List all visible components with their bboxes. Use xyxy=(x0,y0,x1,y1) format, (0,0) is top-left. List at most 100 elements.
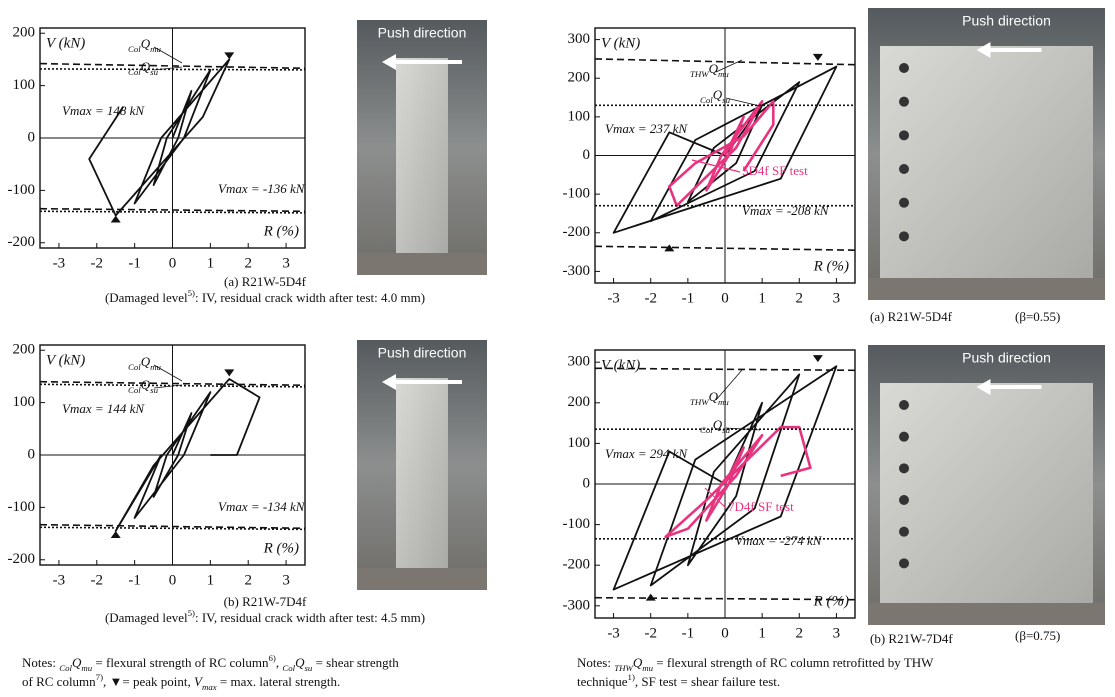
rich-text: Notes: THWQmu = flexural strength of RC … xyxy=(577,655,934,673)
x-tick-label: -1 xyxy=(128,255,141,271)
x-tick-label: -2 xyxy=(644,625,657,641)
floor xyxy=(868,278,1105,300)
text-segment: mu xyxy=(150,362,161,372)
text-segment: su xyxy=(722,425,730,435)
anchor-hole xyxy=(899,432,909,442)
x-tick-label: -1 xyxy=(682,625,695,641)
vmax-label: Vmax = 148 kN xyxy=(62,103,145,118)
y-axis-label: V (kN) xyxy=(46,35,85,51)
photo-label: Push direction xyxy=(378,345,467,361)
vmax-label: Vmax = 294 kN xyxy=(605,446,688,461)
rich-text: technique1), SF test = shear failure tes… xyxy=(577,672,780,689)
caption: (b) R21W-7D4f xyxy=(224,594,307,609)
text-segment: su xyxy=(150,385,158,395)
x-axis-label: R (%) xyxy=(813,258,849,274)
text-segment: Col xyxy=(59,663,72,673)
text-segment: su xyxy=(150,67,158,77)
x-tick-label: 2 xyxy=(796,290,804,306)
text-segment: , SF test = shear failure test. xyxy=(635,674,780,689)
text-segment: Col xyxy=(282,663,295,673)
text-segment: (Damaged level xyxy=(105,290,188,305)
x-tick-label: 2 xyxy=(796,625,804,641)
y-tick-label: 300 xyxy=(568,31,591,47)
text-segment: Notes: xyxy=(22,655,59,670)
caption: (a) R21W-5D4f xyxy=(224,274,307,289)
text-segment: 1) xyxy=(628,672,635,682)
y-axis-label: V (kN) xyxy=(46,352,85,368)
y-tick-label: -300 xyxy=(563,597,591,613)
floor xyxy=(357,253,487,275)
specimen xyxy=(880,383,1093,603)
caption: (a) R21W-5D4f xyxy=(870,309,953,324)
y-tick-label: 200 xyxy=(13,25,36,41)
y-tick-label: -200 xyxy=(8,234,36,250)
text-segment: technique xyxy=(577,674,628,689)
y-axis-label: V (kN) xyxy=(601,357,640,373)
x-tick-label: -2 xyxy=(91,255,104,271)
x-tick-label: 0 xyxy=(721,290,729,306)
anchor-hole xyxy=(899,527,909,537)
sf-label: 5D4f SF test xyxy=(742,163,808,178)
beta-label: (β=0.75) xyxy=(1015,628,1060,643)
x-tick-label: -3 xyxy=(53,255,66,271)
vmax-label: Vmax = -208 kN xyxy=(742,203,830,218)
y-tick-label: -100 xyxy=(563,516,591,532)
vmax-label: Vmax = -136 kN xyxy=(218,181,306,196)
text-segment: = flexural strength of RC column retrofi… xyxy=(653,655,934,670)
x-axis-label: R (%) xyxy=(263,223,299,239)
x-tick-label: 2 xyxy=(244,255,252,271)
x-tick-label: -3 xyxy=(53,572,66,588)
text-segment: Notes: xyxy=(577,655,614,670)
y-tick-label: -100 xyxy=(563,186,591,202)
x-tick-label: 1 xyxy=(207,255,215,271)
x-tick-label: 3 xyxy=(833,290,841,306)
text-segment: : IV, residual crack width after test: 4… xyxy=(195,290,425,305)
caption: (b) R21W-7D4f xyxy=(870,631,953,646)
specimen xyxy=(396,378,448,568)
text-segment: = shear strength xyxy=(312,655,399,670)
text-segment: THW xyxy=(690,397,710,407)
text-segment: Col xyxy=(700,425,713,435)
specimen xyxy=(880,46,1093,278)
text-segment: Col xyxy=(128,385,141,395)
anchor-hole xyxy=(899,130,909,140)
anchor-hole xyxy=(899,400,909,410)
anchor-hole xyxy=(899,463,909,473)
beta-label: (β=0.55) xyxy=(1015,309,1060,324)
figure: -200-1000100200-3-2-10123V (kN)R (%)Vmax… xyxy=(0,0,1115,697)
text-segment: mu xyxy=(642,663,653,673)
anchor-hole xyxy=(899,495,909,505)
floor xyxy=(357,568,487,590)
text-segment: mu xyxy=(81,663,92,673)
anchor-hole xyxy=(899,558,909,568)
text-segment: of RC column xyxy=(22,674,96,689)
text-segment: mu xyxy=(718,397,729,407)
specimen xyxy=(396,58,448,253)
y-tick-label: -300 xyxy=(563,263,591,279)
anchor-hole xyxy=(899,231,909,241)
photo-label: Push direction xyxy=(378,25,467,41)
y-tick-label: -200 xyxy=(563,557,591,573)
y-tick-label: 100 xyxy=(13,394,36,410)
y-tick-label: 100 xyxy=(13,77,36,93)
text-segment: su xyxy=(722,95,730,105)
y-tick-label: -200 xyxy=(8,551,36,567)
vmax-label: Vmax = 144 kN xyxy=(62,401,145,416)
x-tick-label: 1 xyxy=(758,625,766,641)
x-tick-label: 0 xyxy=(721,625,729,641)
text-segment: : IV, residual crack width after test: 4… xyxy=(195,610,425,625)
x-axis-label: R (%) xyxy=(263,540,299,556)
anchor-hole xyxy=(899,97,909,107)
text-segment: , ▼= peak point, xyxy=(103,674,194,689)
y-tick-label: 200 xyxy=(13,342,36,358)
rich-text: of RC column7), ▼= peak point, Vmax = ma… xyxy=(22,672,340,692)
x-tick-label: 0 xyxy=(169,572,177,588)
y-tick-label: -100 xyxy=(8,499,36,515)
y-tick-label: 0 xyxy=(28,446,36,462)
rich-text: Notes: ColQmu = flexural strength of RC … xyxy=(22,653,399,673)
sf-label: 7D4f SF test xyxy=(728,499,794,514)
floor xyxy=(868,603,1105,625)
anchor-hole xyxy=(899,63,909,73)
y-axis-label: V (kN) xyxy=(601,35,640,51)
